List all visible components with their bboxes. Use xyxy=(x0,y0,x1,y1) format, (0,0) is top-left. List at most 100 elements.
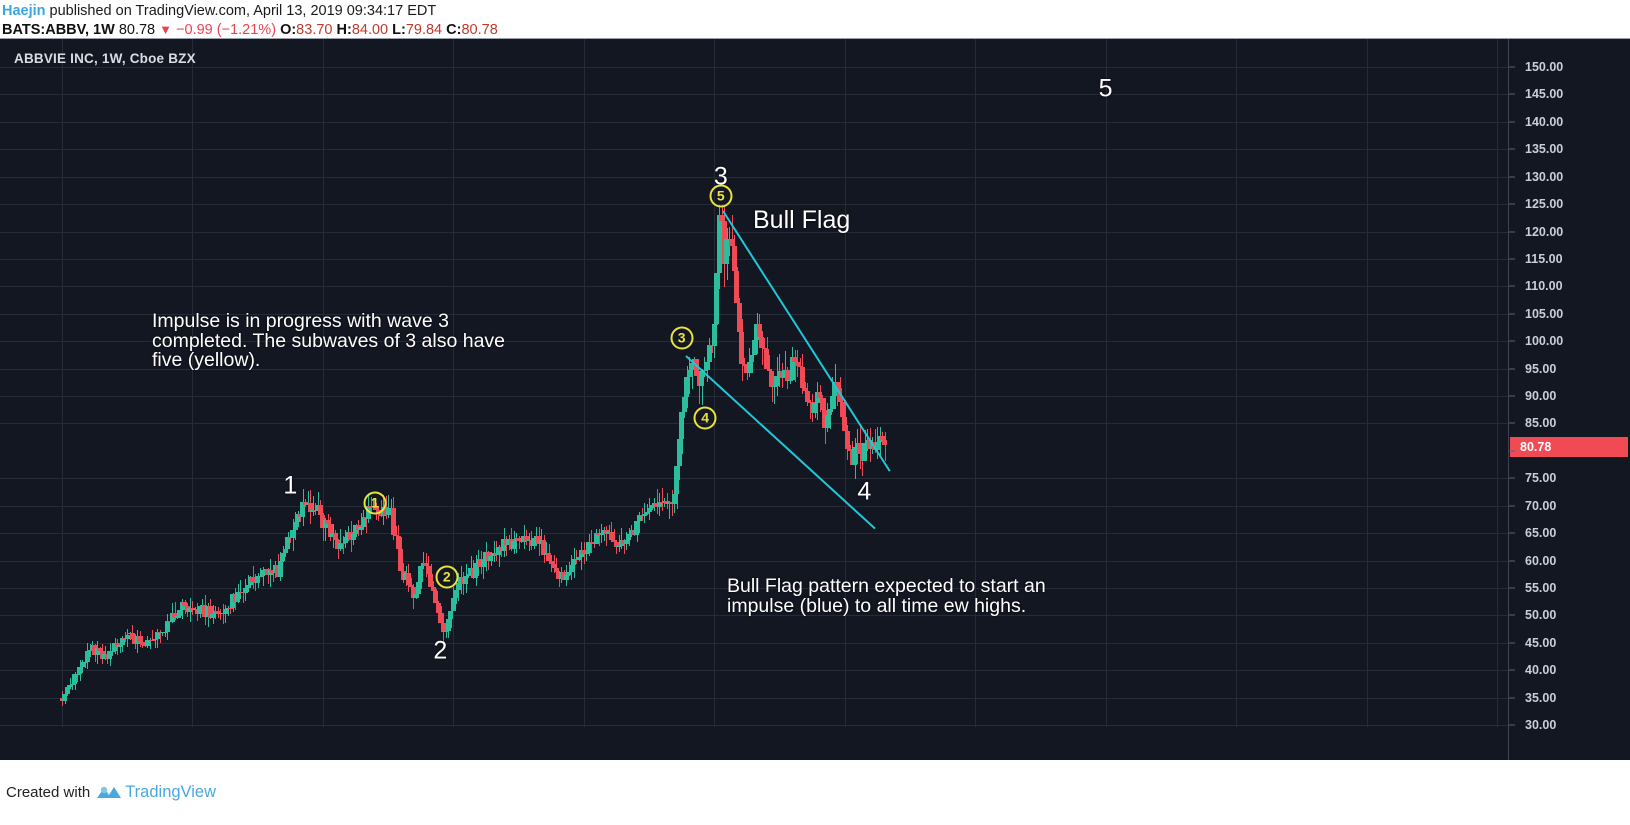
candle-body xyxy=(130,633,135,640)
price-axis-tick xyxy=(1509,93,1515,95)
candle-body xyxy=(712,323,717,346)
price-axis-label: 145.00 xyxy=(1525,87,1564,102)
high-key: H: xyxy=(336,22,352,38)
candle-wick xyxy=(243,587,244,604)
candle-body xyxy=(172,612,177,619)
candle-body xyxy=(812,403,817,413)
candle-body xyxy=(564,575,569,580)
candle-wick xyxy=(790,380,791,384)
candle-body xyxy=(208,606,213,619)
price-axis-label: 55.00 xyxy=(1525,580,1557,595)
author-link[interactable]: Haejin xyxy=(2,3,46,19)
candle-body xyxy=(642,514,647,517)
candle-body xyxy=(631,530,636,535)
price-axis-label: 70.00 xyxy=(1525,498,1557,513)
gridline-horizontal xyxy=(0,94,1508,96)
price-axis-label: 140.00 xyxy=(1525,114,1564,129)
candle-wick xyxy=(423,552,424,570)
candle-body xyxy=(847,449,852,451)
price-axis-tick xyxy=(1509,66,1515,68)
candle-body xyxy=(777,371,782,377)
gridline-horizontal xyxy=(0,642,1508,644)
candle-body xyxy=(428,573,433,587)
candle-wick xyxy=(366,505,367,534)
candle-body xyxy=(456,582,461,590)
candle-body xyxy=(345,531,350,538)
candle-wick xyxy=(621,528,622,550)
candle-body xyxy=(496,547,501,555)
candle-body xyxy=(624,540,629,544)
gridline-horizontal xyxy=(0,587,1508,589)
price-axis-label: 150.00 xyxy=(1525,60,1564,74)
chart-area[interactable]: ABBVIE INC, 1W, Cboe BZX 1 2 3 4 5 1 2 3 4 5 Impu… xyxy=(0,38,1630,760)
candle-wick xyxy=(657,488,658,514)
candle-body xyxy=(147,639,152,641)
candle-body xyxy=(759,337,764,349)
gridline-horizontal xyxy=(0,423,1508,425)
last-price: 80.78 xyxy=(118,22,156,38)
gridline-horizontal xyxy=(0,478,1508,480)
candle-wick xyxy=(325,518,326,542)
candle-body xyxy=(599,532,604,536)
candle-body xyxy=(391,508,396,535)
price-axis-label: 95.00 xyxy=(1525,361,1557,376)
candle-body xyxy=(880,435,885,440)
candle-body xyxy=(320,515,325,528)
candle-body xyxy=(358,526,363,531)
tradingview-brand-label[interactable]: TradingView xyxy=(125,783,217,801)
candle-body xyxy=(717,214,722,273)
candle-body xyxy=(835,382,840,388)
candle-body xyxy=(501,539,506,551)
close-key: C: xyxy=(446,22,462,38)
candle-body xyxy=(757,323,762,338)
symbol-label[interactable]: BATS:ABBV, 1W xyxy=(2,22,115,38)
symbol-quote-line: BATS:ABBV, 1W 80.78 ▼ −0.99 (−1.21%) O:8… xyxy=(2,20,1630,40)
price-axis-tick xyxy=(1509,642,1515,644)
candle-wick xyxy=(105,645,106,660)
candle-body xyxy=(310,510,315,513)
candle-body xyxy=(132,639,137,645)
header: Haejin published on TradingView.com, Apr… xyxy=(0,0,1630,38)
price-axis-label: 105.00 xyxy=(1525,306,1564,321)
candle-body xyxy=(361,516,366,527)
gridline-vertical xyxy=(453,39,455,727)
candle-body xyxy=(684,376,689,397)
candle-body xyxy=(165,620,170,633)
candle-wick xyxy=(616,539,617,555)
candle-body xyxy=(120,638,125,645)
candle-body xyxy=(774,376,779,387)
candle-body xyxy=(175,616,180,619)
candle-body xyxy=(797,365,802,367)
candle-wick xyxy=(662,488,663,511)
candle-body xyxy=(353,525,358,534)
candle-body xyxy=(408,584,413,588)
candle-body xyxy=(845,431,850,450)
candle-wick xyxy=(702,368,703,406)
candle-body xyxy=(318,505,323,516)
candle-body xyxy=(215,610,220,613)
candle-body xyxy=(240,591,245,593)
candle-wick xyxy=(340,529,341,551)
candle-body xyxy=(448,611,453,620)
subwave-label-3: 3 xyxy=(670,326,694,350)
candle-body xyxy=(586,541,591,553)
candle-body xyxy=(621,539,626,544)
wave-label-3: 3 xyxy=(713,162,728,191)
candle-body xyxy=(245,584,250,588)
wave-label-1: 1 xyxy=(283,471,298,500)
gridline-horizontal xyxy=(0,204,1508,206)
candle-body xyxy=(243,587,248,593)
candle-wick xyxy=(606,525,607,547)
candle-wick xyxy=(586,552,587,561)
candle-body xyxy=(393,534,398,536)
price-axis-label: 100.00 xyxy=(1525,334,1564,349)
candle-body xyxy=(308,503,313,513)
candle-body xyxy=(157,632,162,634)
candle-body xyxy=(463,575,468,584)
candle-wick xyxy=(862,449,863,477)
candle-wick xyxy=(155,638,156,649)
plot-canvas[interactable]: 1 2 3 4 5 1 2 3 4 5 Impulse is in progress with w… xyxy=(0,39,1508,760)
price-axis[interactable]: 80.78 150.00 145.00 140.00 135.00 130.00 125.… xyxy=(1508,39,1630,760)
price-axis-label: 135.00 xyxy=(1525,142,1564,157)
